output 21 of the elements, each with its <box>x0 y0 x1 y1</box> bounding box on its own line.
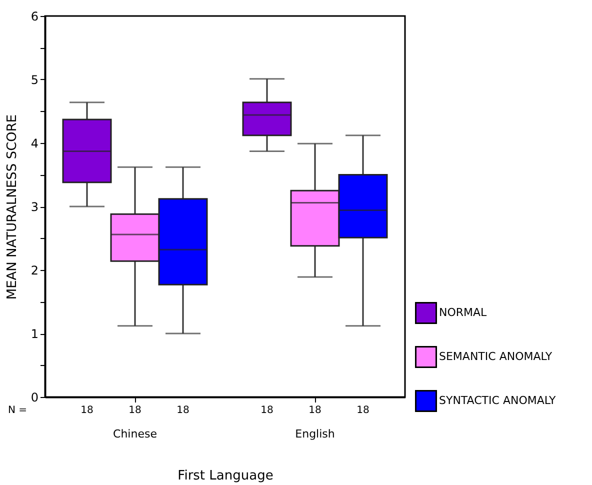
x-tick-label: English <box>295 428 335 440</box>
legend-label: SEMANTIC ANOMALY <box>439 350 552 363</box>
y-tick-label: 3 <box>30 200 38 214</box>
text: 18 <box>260 405 274 416</box>
y-tick-label: 0 <box>30 390 38 404</box>
x-tick-label: Chinese <box>113 428 158 440</box>
text: 18 <box>128 405 142 416</box>
y-tick-label: 6 <box>30 10 38 24</box>
text: 18 <box>308 405 322 416</box>
y-tick-label: 4 <box>30 136 38 150</box>
y-tick-label: 2 <box>30 264 38 278</box>
text: 18 <box>356 405 370 416</box>
text: N = <box>8 405 27 416</box>
text: 18 <box>80 405 94 416</box>
y-tick-label: 5 <box>30 73 38 87</box>
y-tick-label: 1 <box>30 327 38 341</box>
y-axis-title: MEAN NATURALNESS SCORE <box>4 114 20 300</box>
x-axis-title: First Language <box>178 468 274 484</box>
legend-label: SYNTACTIC ANOMALY <box>439 394 556 407</box>
legend-label: NORMAL <box>439 306 488 319</box>
text: 18 <box>176 405 190 416</box>
